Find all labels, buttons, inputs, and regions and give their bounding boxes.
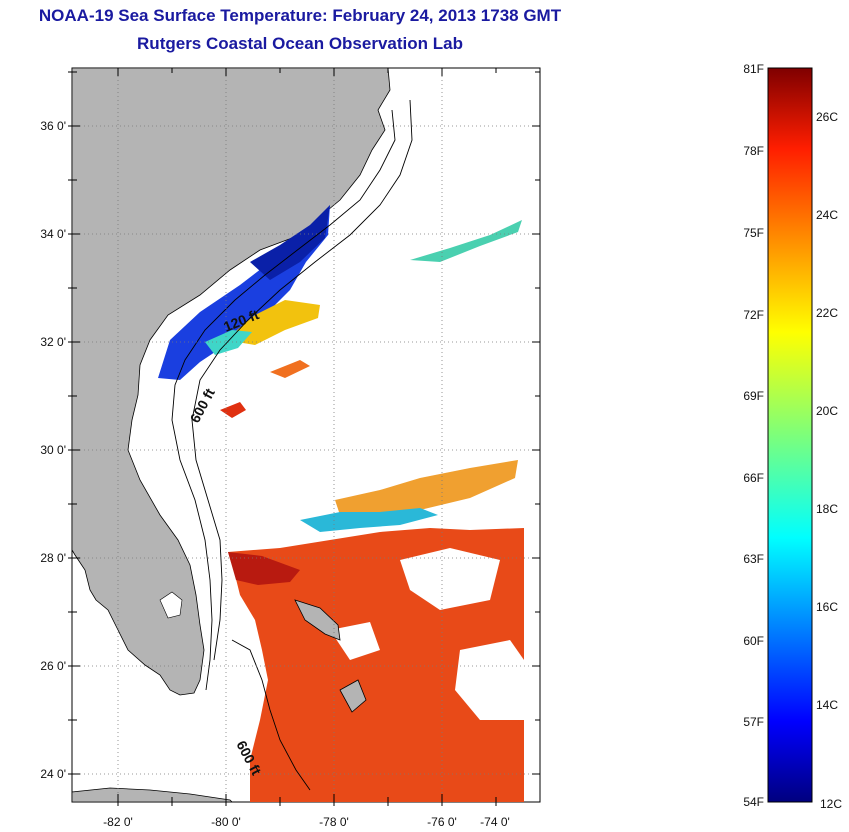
sst-south-cloud-1 [400, 548, 500, 610]
isobath-south [231, 639, 311, 791]
lat-label-32: 32 0' [40, 335, 66, 349]
lat-label-26: 26 0' [40, 659, 66, 673]
cb-c-26: 26C [816, 110, 838, 124]
cb-c-18: 18C [816, 502, 838, 516]
cb-f-57: 57F [743, 715, 764, 729]
sst-northeast-cyan [410, 220, 522, 262]
sst-small-red [220, 402, 246, 418]
cb-f-81: 81F [743, 62, 764, 76]
lon-label-76: -76 0' [427, 815, 457, 829]
cb-f-66: 66F [743, 471, 764, 485]
cb-c-22: 22C [816, 306, 838, 320]
sst-streak-1 [270, 360, 310, 378]
cb-f-63: 63F [743, 552, 764, 566]
sst-gulfstream-cyan [205, 330, 252, 355]
land-bahamas-bank [294, 599, 341, 641]
sst-coastal-darkblue [250, 205, 330, 280]
lon-label-80: -80 0' [211, 815, 241, 829]
land-cuba [71, 787, 233, 803]
lat-label-30: 30 0' [40, 443, 66, 457]
land-bahamas-bank-2 [339, 679, 367, 713]
colorbar-gradient [767, 67, 813, 803]
land-lake-okeechobee [159, 591, 183, 619]
sst-south-cloud-3 [330, 622, 380, 660]
map-subtitle: Rutgers Coastal Ocean Observation Lab [137, 34, 463, 53]
lon-label-82: -82 0' [103, 815, 133, 829]
lat-label-34: 34 0' [40, 227, 66, 241]
lat-label-28: 28 0' [40, 551, 66, 565]
cb-c-24: 24C [816, 208, 838, 222]
cb-c-20: 20C [816, 404, 838, 418]
cb-c-14: 14C [816, 698, 838, 712]
isobath-600ft [191, 99, 413, 661]
lon-label-74: -74 0' [480, 815, 510, 829]
sst-south-darkred [228, 552, 300, 585]
sst-mid-band-orange [335, 460, 518, 515]
cb-f-78: 78F [743, 144, 764, 158]
sst-south-cloud-2 [455, 640, 524, 720]
lon-label-78: -78 0' [319, 815, 349, 829]
map-title: NOAA-19 Sea Surface Temperature: Februar… [38, 6, 562, 25]
isobath-120ft [171, 109, 396, 691]
lat-label-24: 24 0' [40, 767, 66, 781]
cb-c-16: 16C [816, 600, 838, 614]
map-ticks [68, 68, 540, 806]
cb-f-54: 54F [743, 795, 764, 809]
sst-mid-band-cyan [300, 508, 438, 532]
cb-f-72: 72F [743, 308, 764, 322]
cb-f-69: 69F [743, 389, 764, 403]
lat-label-36: 36 0' [40, 119, 66, 133]
cb-c-12: 12C [820, 797, 842, 811]
cb-f-60: 60F [743, 634, 764, 648]
cb-f-75: 75F [743, 226, 764, 240]
